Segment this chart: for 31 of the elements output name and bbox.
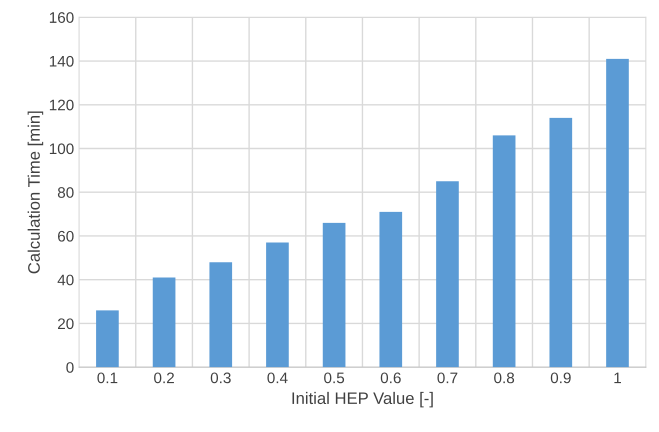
x-tick-label: 0.7 [437,372,458,384]
y-tick-label: 0 [66,362,74,373]
x-tick-label: 0.6 [380,372,401,384]
x-tick-label: 0.4 [267,372,288,384]
x-tick-label: 0.8 [494,372,514,384]
y-tick-label: 120 [50,100,74,110]
y-tick-label: 60 [58,230,74,242]
bar [209,262,232,368]
y-tick-label: 160 [50,12,74,23]
bar [606,58,629,368]
y-axis-title: Calculation Time [min] [28,111,44,274]
x-tick-label: 0.5 [324,372,344,384]
x-tick-label: 0.2 [154,372,174,384]
bar [379,212,402,368]
y-tick-label: 80 [58,187,74,198]
y-tick-label: 40 [58,274,74,286]
x-tick-label: 1 [614,372,621,384]
bar [436,181,459,368]
x-tick-label: 0.1 [97,372,118,384]
x-axis-title: Initial HEP Value [-] [292,392,433,408]
y-tick-label: 100 [50,143,74,154]
bar [96,310,119,368]
bar [152,278,176,368]
y-tick-label: 140 [50,56,74,67]
x-tick-label: 0.3 [210,372,231,384]
bar [492,135,516,368]
bar [549,118,572,368]
bar [266,242,289,368]
y-tick-label: 20 [58,318,74,330]
x-tick-label: 0.9 [550,372,571,384]
bar [322,222,346,368]
